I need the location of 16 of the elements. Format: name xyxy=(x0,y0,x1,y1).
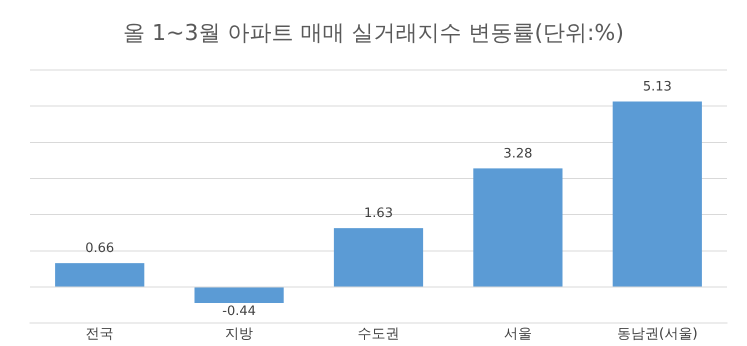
data-label: 1.63 xyxy=(364,206,393,221)
bar xyxy=(473,168,563,287)
x-tick-label: 전국 xyxy=(86,326,114,342)
data-label: -0.44 xyxy=(222,304,256,319)
data-label: 0.66 xyxy=(85,241,114,256)
bar xyxy=(612,101,702,287)
chart-title: 올 1~3월 아파트 매매 실거래지수 변동률(단위:%) xyxy=(122,20,625,48)
bar xyxy=(194,288,284,303)
bar xyxy=(334,228,424,287)
data-label: 3.28 xyxy=(503,146,532,162)
x-tick-label: 지방 xyxy=(225,326,254,342)
x-tick-label: 수도권 xyxy=(358,326,400,342)
bar xyxy=(55,263,144,287)
x-tick-label: 서울 xyxy=(504,326,532,342)
x-tick-label: 동남권(서울) xyxy=(616,326,698,342)
data-label: 5.13 xyxy=(642,79,672,94)
